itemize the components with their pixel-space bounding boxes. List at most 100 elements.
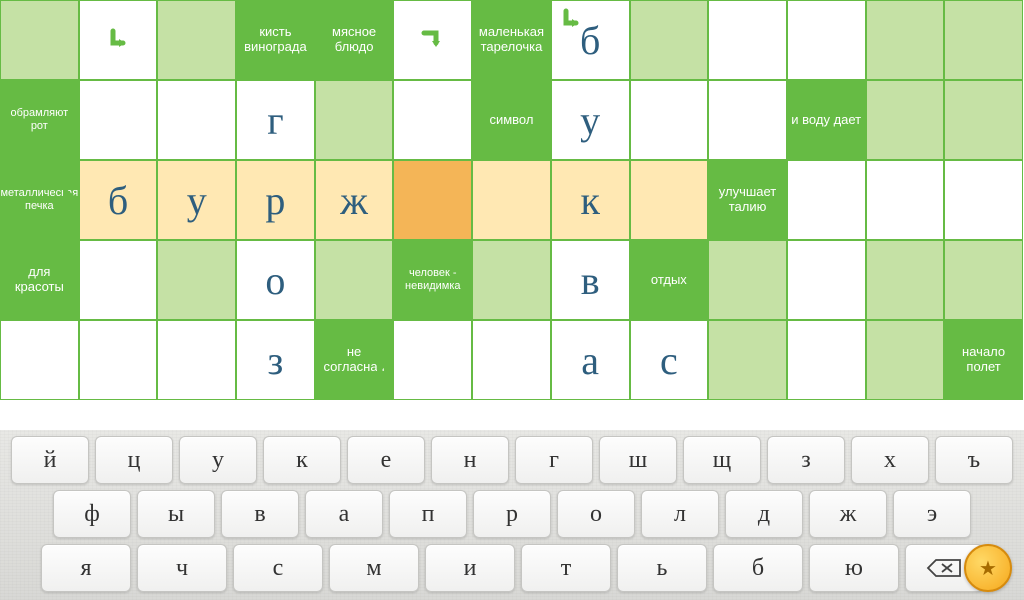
cell-r4c3[interactable]: з xyxy=(236,320,315,400)
clue-cell-r3c0[interactable]: для красоты xyxy=(0,240,79,320)
key-letter[interactable]: ъ xyxy=(935,436,1013,484)
cell-r0c7[interactable]: б xyxy=(551,0,630,80)
cell-r0c11 xyxy=(866,0,945,80)
cell-r3c7[interactable]: в xyxy=(551,240,630,320)
cell-r3c1[interactable] xyxy=(79,240,158,320)
key-letter[interactable]: я xyxy=(41,544,131,592)
cell-r2c10[interactable] xyxy=(787,160,866,240)
cell-r1c7[interactable]: у xyxy=(551,80,630,160)
clue-cell-r1c0[interactable]: обрамляют рот xyxy=(0,80,79,160)
cell-r2c2[interactable]: у xyxy=(157,160,236,240)
clue-cell-r3c8[interactable]: отдых xyxy=(630,240,709,320)
cell-r4c1[interactable] xyxy=(79,320,158,400)
letter: с xyxy=(660,337,678,384)
key-letter[interactable]: х xyxy=(851,436,929,484)
key-letter[interactable]: и xyxy=(425,544,515,592)
cell-r1c1[interactable] xyxy=(79,80,158,160)
cell-r0c9[interactable] xyxy=(708,0,787,80)
key-letter[interactable]: г xyxy=(515,436,593,484)
key-letter[interactable]: й xyxy=(11,436,89,484)
key-letter[interactable]: п xyxy=(389,490,467,538)
key-letter[interactable]: ь xyxy=(617,544,707,592)
cell-r4c2[interactable] xyxy=(157,320,236,400)
clue-cell-r0c3[interactable]: кисть винограда xyxy=(236,0,315,80)
cell-r4c0[interactable] xyxy=(0,320,79,400)
cell-r2c12[interactable] xyxy=(944,160,1023,240)
letter: б xyxy=(108,177,128,224)
clue-cell-r3c5[interactable]: человек - невидимка xyxy=(393,240,472,320)
cell-r0c5[interactable] xyxy=(393,0,472,80)
cell-r1c2[interactable] xyxy=(157,80,236,160)
key-letter[interactable]: а xyxy=(305,490,383,538)
key-letter[interactable]: ф xyxy=(53,490,131,538)
key-letter[interactable]: э xyxy=(893,490,971,538)
key-letter[interactable]: у xyxy=(179,436,257,484)
clue-cell-r1c10[interactable]: и воду дает xyxy=(787,80,866,160)
key-letter[interactable]: р xyxy=(473,490,551,538)
key-letter[interactable]: з xyxy=(767,436,845,484)
cell-r4c10[interactable] xyxy=(787,320,866,400)
key-letter[interactable]: л xyxy=(641,490,719,538)
key-letter[interactable]: ж xyxy=(809,490,887,538)
clue-cell-r4c12[interactable]: начало полет xyxy=(944,320,1023,400)
clue-cell-r1c6[interactable]: символ xyxy=(472,80,551,160)
coin-button[interactable]: ★ xyxy=(964,544,1012,592)
arrow-turn-icon xyxy=(418,25,448,55)
key-letter[interactable]: в xyxy=(221,490,299,538)
key-letter[interactable]: с xyxy=(233,544,323,592)
cell-r2c11[interactable] xyxy=(866,160,945,240)
cell-r4c6[interactable] xyxy=(472,320,551,400)
backspace-icon xyxy=(926,558,962,578)
clue-text: улучшает талию xyxy=(709,183,786,217)
cell-r4c7[interactable]: а xyxy=(551,320,630,400)
clue-cell-r4c4[interactable]: не согласная xyxy=(315,320,394,400)
cell-r1c3[interactable]: г xyxy=(236,80,315,160)
key-letter[interactable]: н xyxy=(431,436,509,484)
key-letter[interactable]: о xyxy=(557,490,635,538)
cell-r1c8[interactable] xyxy=(630,80,709,160)
clue-text: маленькая тарелочка xyxy=(473,23,550,57)
cell-r3c4 xyxy=(315,240,394,320)
cell-r2c8[interactable] xyxy=(630,160,709,240)
key-letter[interactable]: ш xyxy=(599,436,677,484)
cell-r0c10[interactable] xyxy=(787,0,866,80)
clue-text: мясное блюдо xyxy=(316,23,393,57)
key-letter[interactable]: щ xyxy=(683,436,761,484)
cell-r2c7[interactable]: к xyxy=(551,160,630,240)
key-letter[interactable]: м xyxy=(329,544,419,592)
key-letter[interactable]: ю xyxy=(809,544,899,592)
letter: у xyxy=(580,97,600,144)
key-letter[interactable]: ц xyxy=(95,436,173,484)
cell-r2c5[interactable] xyxy=(393,160,472,240)
cell-r2c3[interactable]: р xyxy=(236,160,315,240)
clue-cell-r2c9[interactable]: улучшает талию xyxy=(708,160,787,240)
cell-r3c10[interactable] xyxy=(787,240,866,320)
key-letter[interactable]: б xyxy=(713,544,803,592)
cell-r0c1[interactable] xyxy=(79,0,158,80)
key-letter[interactable]: ы xyxy=(137,490,215,538)
cell-r4c5[interactable] xyxy=(393,320,472,400)
key-letter[interactable]: к xyxy=(263,436,341,484)
arrow-down-icon xyxy=(25,304,53,320)
letter: ж xyxy=(340,177,368,224)
clue-cell-r2c0[interactable]: металлическая печка xyxy=(0,160,79,240)
keyboard: й ц у к е н г ш щ з х ъ ф ы в а п р о л … xyxy=(0,430,1024,600)
cell-r3c3[interactable]: о xyxy=(236,240,315,320)
key-letter[interactable]: ч xyxy=(137,544,227,592)
cell-r1c5[interactable] xyxy=(393,80,472,160)
key-letter[interactable]: т xyxy=(521,544,611,592)
cell-r3c12 xyxy=(944,240,1023,320)
cell-r1c9[interactable] xyxy=(708,80,787,160)
cell-r2c4[interactable]: ж xyxy=(315,160,394,240)
key-letter[interactable]: д xyxy=(725,490,803,538)
cell-r4c8[interactable]: с xyxy=(630,320,709,400)
clue-text: отдых xyxy=(649,271,689,290)
key-letter[interactable]: е xyxy=(347,436,425,484)
clue-cell-r0c4[interactable]: мясное блюдо xyxy=(315,0,394,80)
cell-r4c9 xyxy=(708,320,787,400)
cell-r2c1[interactable]: б xyxy=(79,160,158,240)
keyboard-row-3: я ч с м и т ь б ю ★ xyxy=(4,544,1020,592)
arrow-down-icon xyxy=(261,64,289,80)
clue-cell-r0c6[interactable]: маленькая тарелочка xyxy=(472,0,551,80)
cell-r2c6[interactable] xyxy=(472,160,551,240)
